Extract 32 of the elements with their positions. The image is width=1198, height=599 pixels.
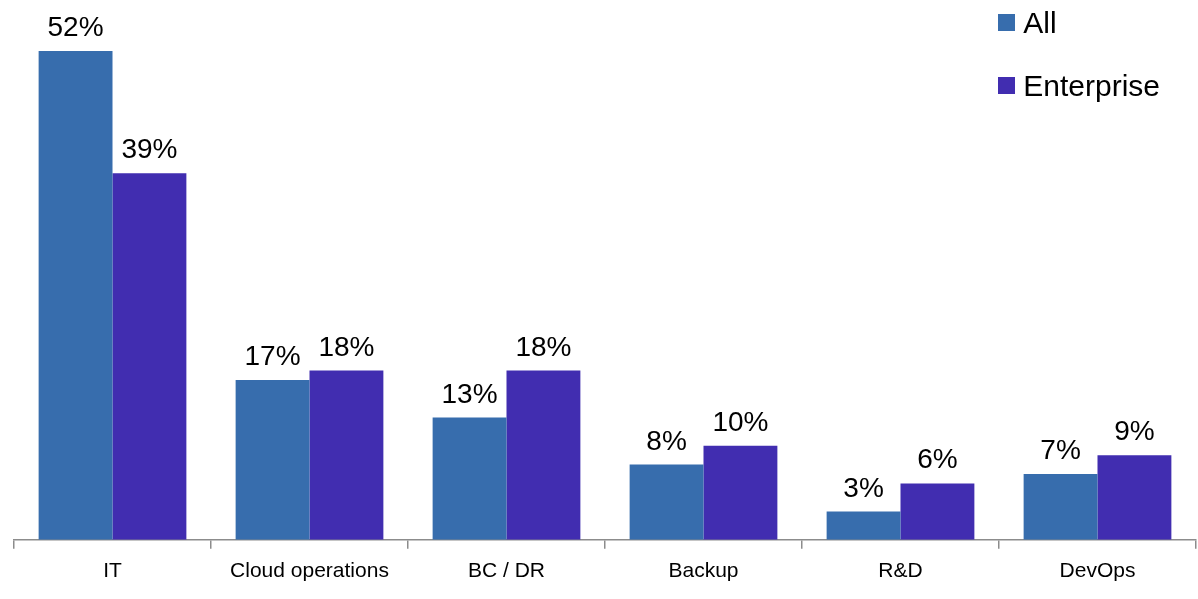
x-tick-label: Cloud operations (230, 558, 389, 582)
data-label: 17% (244, 340, 301, 371)
data-label: 18% (515, 330, 572, 362)
bar (38, 51, 113, 540)
bar (703, 445, 778, 540)
bar (629, 464, 704, 540)
data-label: 52% (47, 11, 104, 42)
bar (309, 370, 384, 540)
bar (506, 370, 581, 540)
data-label: 6% (917, 443, 958, 475)
data-label: 10% (712, 405, 769, 437)
bar (432, 417, 507, 540)
data-label: 39% (121, 133, 178, 165)
bar (900, 483, 975, 540)
data-label: 3% (843, 471, 884, 503)
x-tick-label: R&D (878, 558, 923, 582)
data-label: 8% (646, 424, 687, 456)
data-label: 9% (1114, 415, 1155, 447)
legend-label: All (1023, 5, 1057, 40)
data-label: 7% (1040, 434, 1081, 465)
x-tick-label: IT (103, 558, 122, 582)
bar (235, 380, 310, 540)
x-tick-label: BC / DR (467, 558, 546, 582)
legend-label: Enterprise (1023, 68, 1160, 103)
bar (1097, 455, 1172, 540)
x-tick-label: Backup (668, 558, 739, 582)
bar (112, 173, 187, 540)
bar (826, 511, 901, 540)
data-label: 18% (318, 330, 375, 362)
bar (1023, 474, 1098, 540)
data-label: 13% (441, 377, 498, 409)
x-tick-label: DevOps (1059, 558, 1136, 582)
